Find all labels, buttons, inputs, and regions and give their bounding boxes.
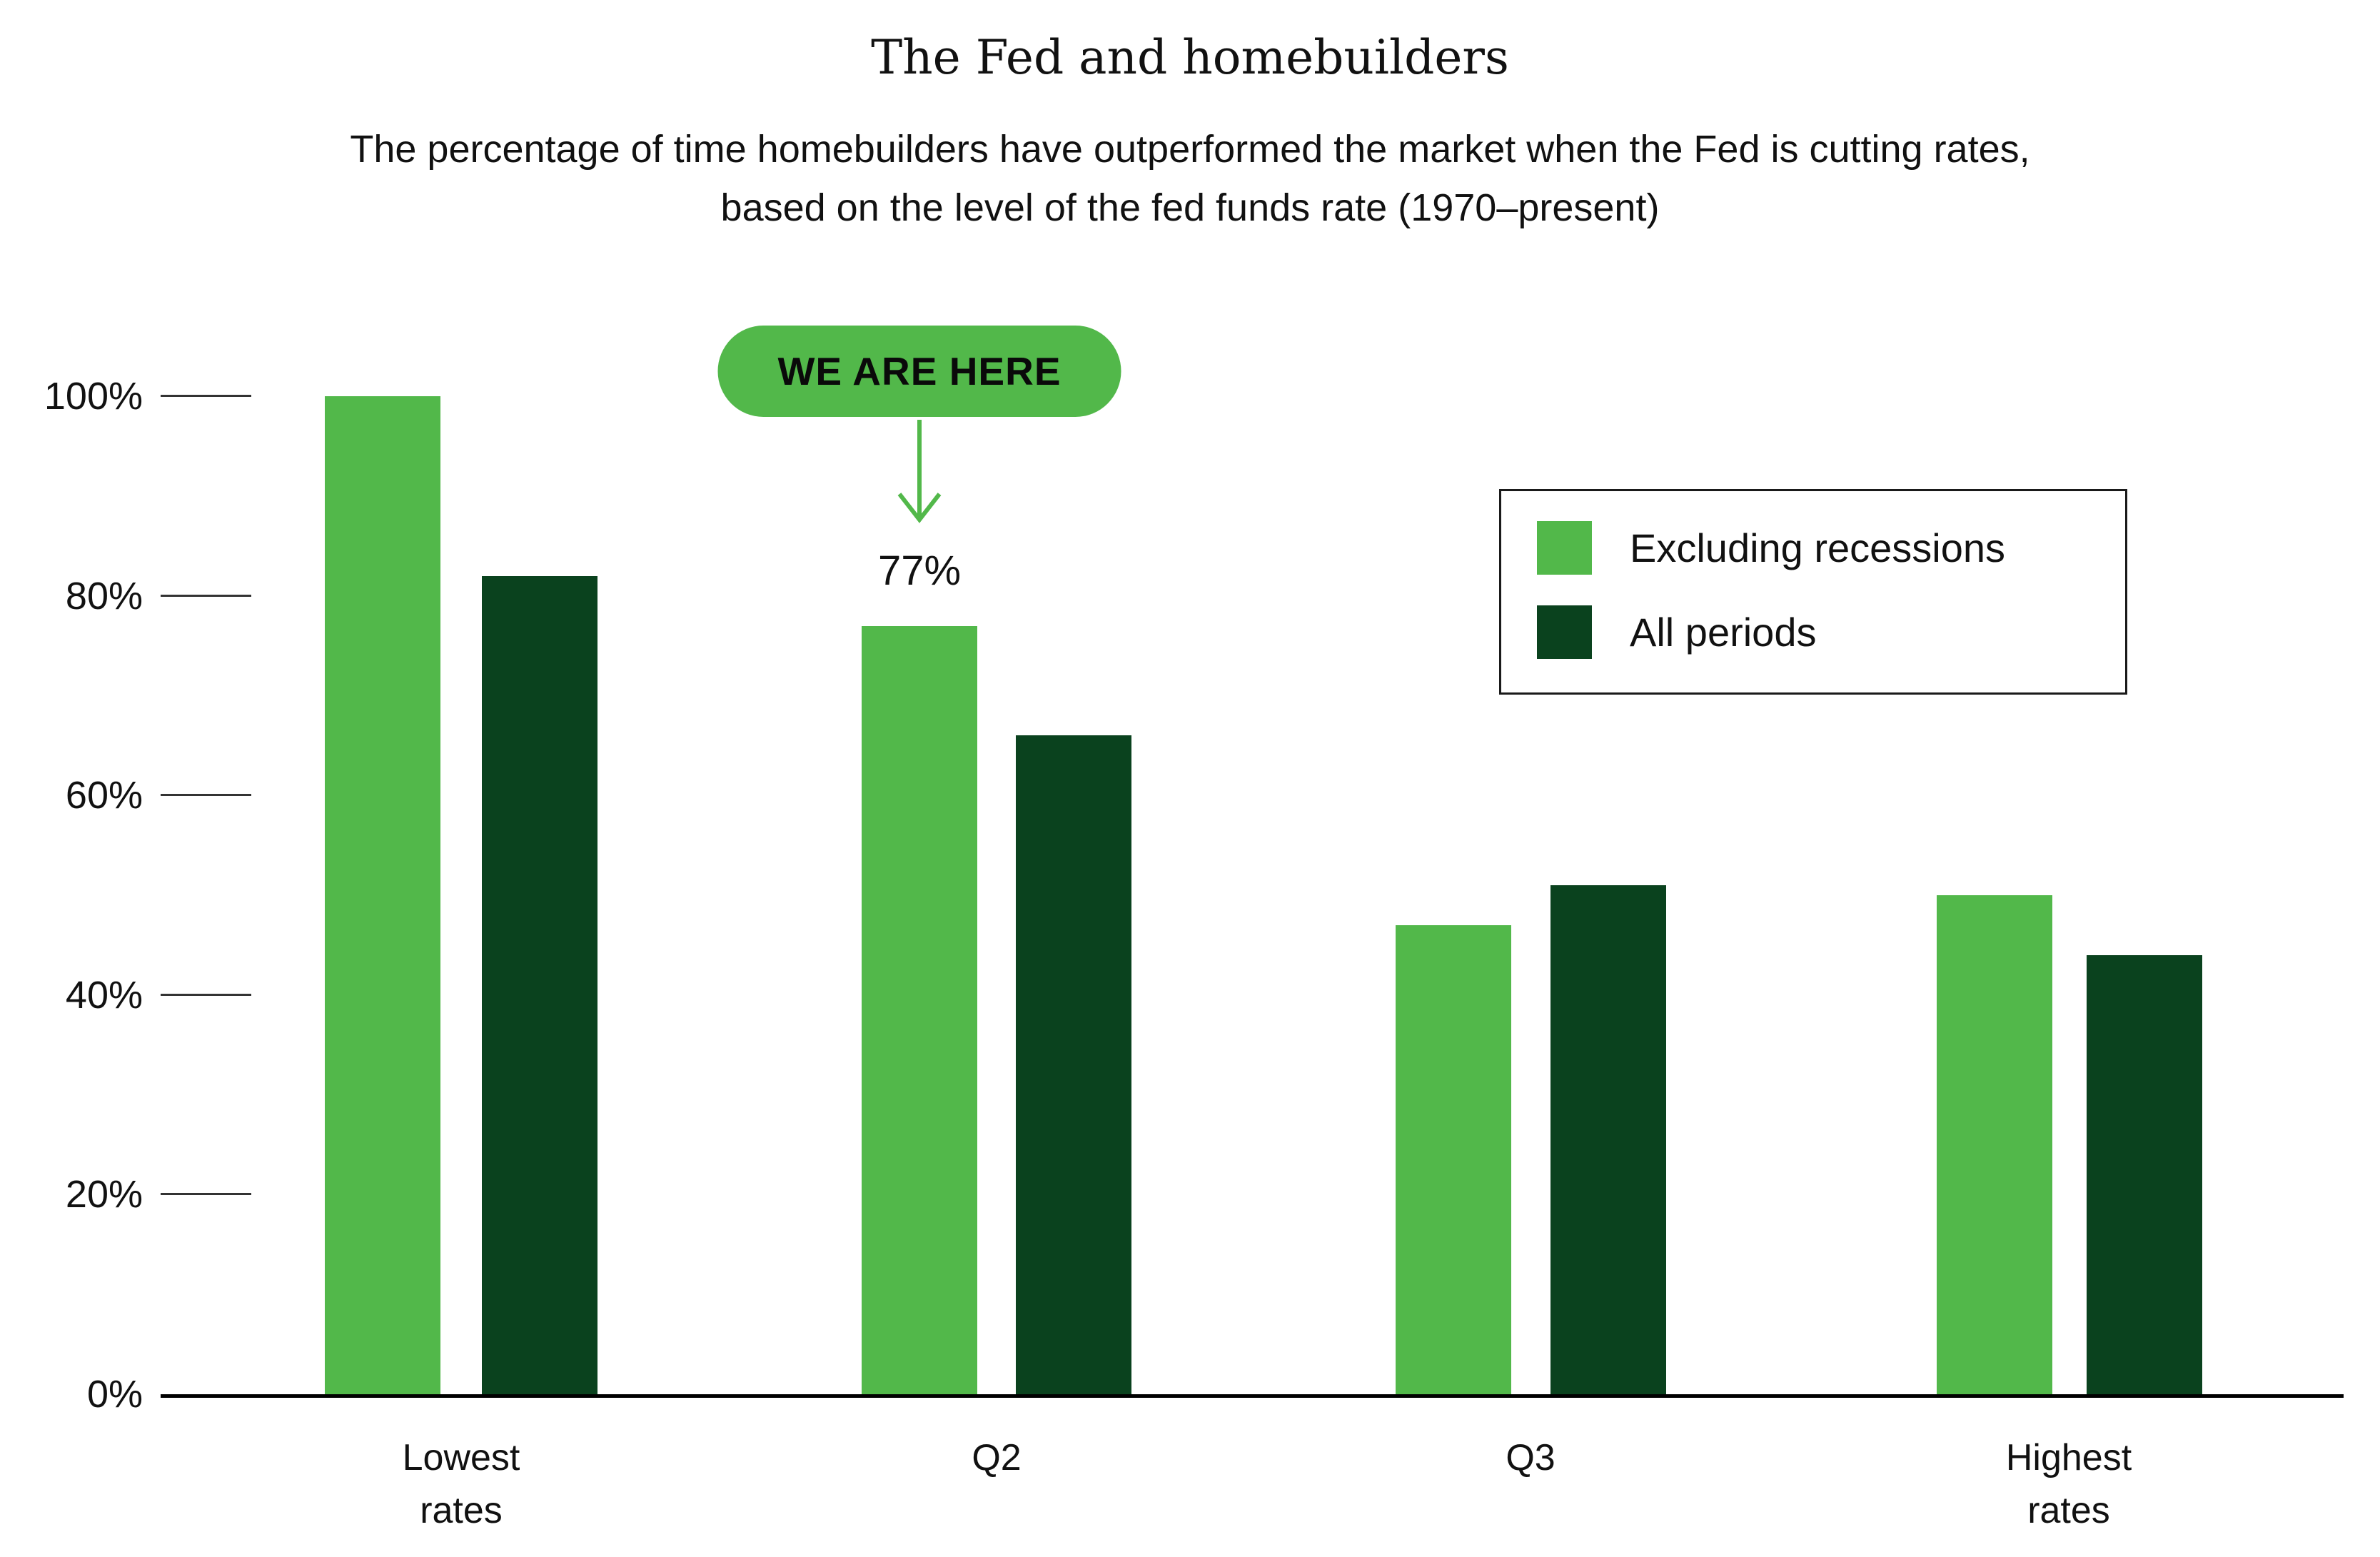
y-tick-mark-40	[161, 993, 251, 996]
y-tick-label-40: 40%	[65, 973, 143, 1017]
x-category-label-lowest-rates: Lowest rates	[402, 1437, 520, 1531]
y-tick-label-60: 60%	[65, 774, 143, 817]
legend-label: Excluding recessions	[1630, 525, 2006, 570]
bar-all-periods-q2	[1016, 735, 1131, 1394]
chart-subtitle-line2: based on the level of the fed funds rate…	[720, 186, 1660, 229]
bar-excluding-recessions-highest-rates	[1937, 895, 2052, 1394]
x-category-label-q2: Q2	[972, 1437, 1022, 1478]
bar-excluding-recessions-lowest-rates	[325, 396, 440, 1394]
legend-item-excluding-recessions: Excluding recessions	[1537, 521, 2005, 575]
y-tick-mark-60	[161, 794, 251, 797]
legend-label: All periods	[1630, 610, 1817, 655]
y-tick-mark-80	[161, 594, 251, 597]
chart-subtitle-line1: The percentage of time homebuilders have…	[350, 128, 2030, 171]
arrow-down-icon	[897, 420, 942, 523]
legend: Excluding recessions All periods	[1499, 489, 2127, 695]
x-category-label-q3: Q3	[1506, 1437, 1555, 1478]
y-tick-label-100: 100%	[44, 375, 143, 418]
y-tick-mark-20	[161, 1193, 251, 1196]
y-tick-label-20: 20%	[65, 1173, 143, 1216]
bar-all-periods-lowest-rates	[482, 575, 597, 1394]
page-title: The Fed and homebuilders	[871, 30, 1509, 85]
bar-all-periods-q3	[1550, 885, 1666, 1394]
y-tick-label-80: 80%	[65, 574, 143, 618]
legend-swatch-all-periods-icon	[1537, 605, 1592, 659]
x-category-label-highest-rates: Highest rates	[2005, 1437, 2132, 1531]
bar-excluding-recessions-q2	[862, 625, 977, 1394]
x-axis-line	[161, 1394, 2344, 1398]
legend-swatch-excluding-recessions-icon	[1537, 521, 1592, 575]
y-tick-mark-100	[161, 395, 251, 397]
legend-item-all-periods: All periods	[1537, 605, 1816, 659]
y-tick-label-0: 0%	[86, 1373, 143, 1416]
data-label-q2: 77%	[877, 548, 962, 594]
bar-excluding-recessions-q3	[1396, 924, 1511, 1394]
chart-subtitle: The percentage of time homebuilders have…	[0, 120, 2380, 237]
we-are-here-badge: WE ARE HERE	[717, 326, 1121, 417]
bar-all-periods-highest-rates	[2087, 954, 2202, 1394]
